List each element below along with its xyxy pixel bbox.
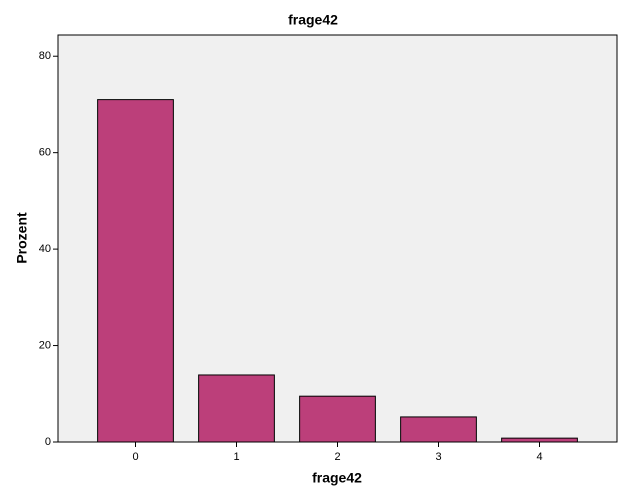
x-tick-label: 2 [334,451,340,463]
x-tick-label: 3 [435,451,441,463]
bar [501,437,578,443]
bar [97,99,174,443]
x-tick-label: 0 [132,451,138,463]
bar [400,416,477,443]
x-tick-label: 1 [233,451,239,463]
y-tick-label: 40 [39,243,51,255]
bar [299,395,376,443]
chart-title: frage42 [288,12,338,28]
x-axis-title: frage42 [312,470,362,486]
x-tick-label: 4 [536,451,542,463]
y-tick-label: 20 [39,339,51,351]
y-tick-label: 80 [39,50,51,62]
y-tick-label: 0 [45,436,51,448]
bar [198,374,275,443]
y-axis-title: Prozent [14,212,30,264]
y-tick-label: 60 [39,147,51,159]
